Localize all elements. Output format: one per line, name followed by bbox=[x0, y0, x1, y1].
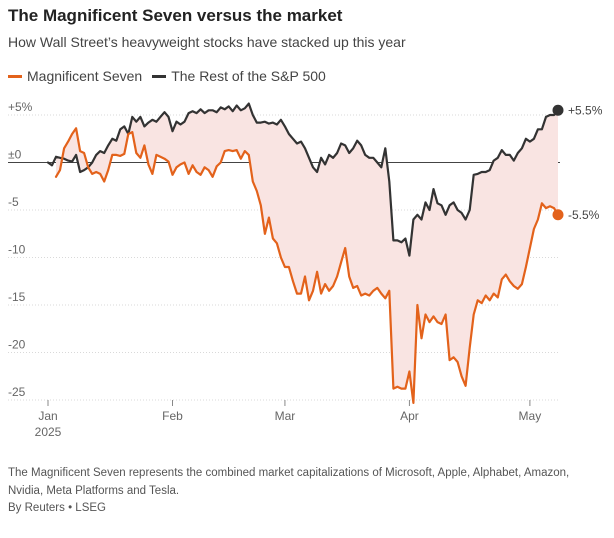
chart-footnote: The Magnificent Seven represents the com… bbox=[8, 467, 570, 497]
legend-label-magnificent-seven: Magnificent Seven bbox=[27, 68, 143, 84]
legend-item-magnificent-seven: Magnificent Seven bbox=[8, 68, 142, 84]
chart-series: +5.5% -5.5% bbox=[46, 102, 603, 404]
x-tick-label: May bbox=[519, 409, 542, 423]
legend-swatch-magnificent-seven bbox=[8, 74, 22, 78]
y-tick-label: -10 bbox=[8, 243, 26, 257]
chart-legend: Magnificent Seven The Rest of the S&P 50… bbox=[8, 68, 336, 84]
chart-subtitle: How Wall Street’s heavyweight stocks hav… bbox=[8, 34, 406, 50]
series-end-marker-magnificent-seven bbox=[552, 209, 564, 221]
y-tick-label: -20 bbox=[8, 338, 26, 352]
y-tick-label: -15 bbox=[8, 290, 26, 304]
series-line-rest-of-sp500 bbox=[46, 102, 560, 257]
x-tick-sublabel: 2025 bbox=[35, 425, 62, 439]
x-tick-label: Apr bbox=[400, 409, 419, 423]
x-tick-label: Mar bbox=[275, 409, 296, 423]
y-tick-label: ±0 bbox=[8, 148, 22, 162]
chart-difference-area bbox=[56, 103, 558, 403]
chart-title: The Magnificent Seven versus the market bbox=[8, 6, 343, 25]
x-axis-labels: Jan 2025 Feb Mar Apr May bbox=[35, 400, 542, 439]
series-line-magnificent-seven bbox=[54, 127, 560, 404]
y-axis-labels: +5% ±0 -5 -10 -15 -20 -25 bbox=[8, 100, 33, 399]
series-end-label-rest-of-sp500: +5.5% bbox=[568, 103, 603, 117]
chart-source: By Reuters • LSEG bbox=[8, 502, 106, 514]
series-end-marker-rest-of-sp500 bbox=[552, 104, 564, 116]
y-tick-label: +5% bbox=[8, 100, 33, 114]
x-tick-label: Jan bbox=[38, 409, 57, 423]
legend-swatch-rest-of-sp500 bbox=[152, 74, 167, 78]
legend-label-rest-of-sp500: The Rest of the S&P 500 bbox=[171, 68, 326, 84]
y-tick-label: -5 bbox=[8, 195, 19, 209]
legend-item-rest-of-sp500: The Rest of the S&P 500 bbox=[152, 68, 326, 84]
y-tick-label: -25 bbox=[8, 385, 26, 399]
x-tick-label: Feb bbox=[162, 409, 183, 423]
series-end-label-magnificent-seven: -5.5% bbox=[568, 208, 600, 222]
